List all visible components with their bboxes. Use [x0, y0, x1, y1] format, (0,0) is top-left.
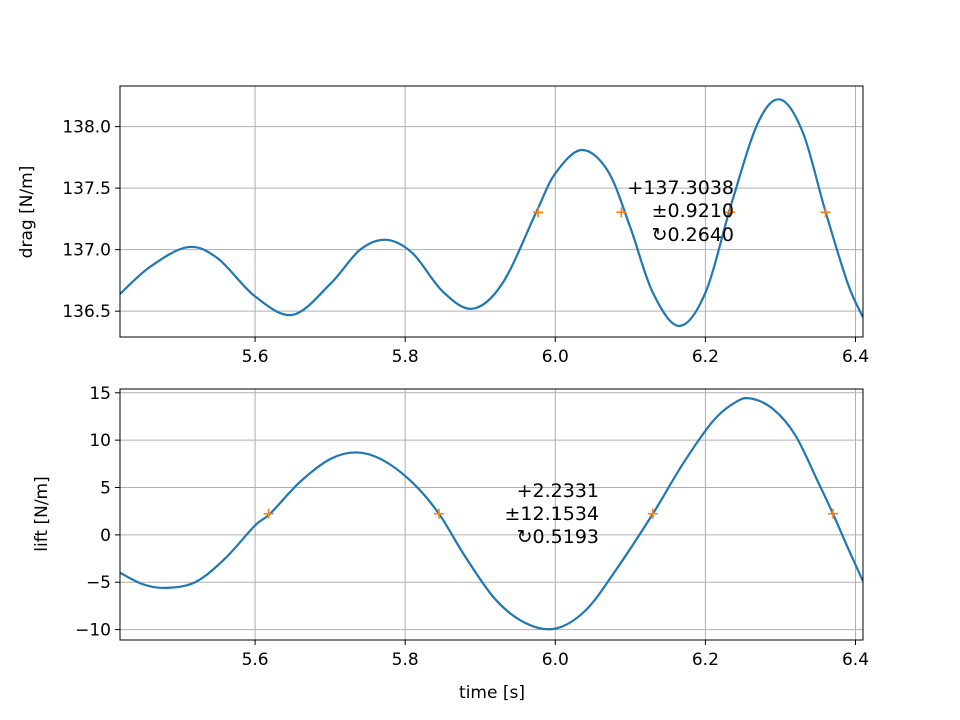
- drag-xtick-label: 6.4: [842, 347, 869, 367]
- lift-annotation-mean: +2.2331: [517, 480, 599, 502]
- drag-ytick-label: 138.0: [62, 118, 111, 138]
- drag-crossing-marker: [725, 207, 736, 218]
- drag-grid: [120, 86, 863, 337]
- drag-xtick-label: 6.2: [692, 347, 719, 367]
- lift-xtick-label: 6.0: [542, 650, 569, 670]
- lift-ytick-label: −5: [86, 573, 111, 593]
- lift-grid: [120, 389, 863, 640]
- lift-plot: [120, 396, 863, 631]
- lift-ytick-label: 15: [89, 384, 111, 404]
- drag-ytick-label: 137.0: [62, 241, 111, 261]
- lift-xtick-label: 6.2: [692, 650, 719, 670]
- lift-xtick-label: 5.6: [242, 650, 269, 670]
- lift-ylabel: lift [N/m]: [32, 476, 52, 551]
- drag-annotation-amplitude: ±0.9210: [652, 200, 734, 222]
- drag-crossing-marker: [820, 207, 831, 218]
- lift-ticks: 5.6 5.8 6.0 6.2 6.4 −10 −5 0 5 10 15: [75, 384, 869, 670]
- drag-annotation-period: ↻0.2640: [652, 224, 734, 246]
- lift-annotation-period: ↻0.5193: [517, 526, 599, 548]
- drag-xtick-label: 5.8: [392, 347, 419, 367]
- lift-ytick-label: 10: [89, 431, 111, 451]
- drag-xtick-label: 6.0: [542, 347, 569, 367]
- lift-xtick-label: 6.4: [842, 650, 869, 670]
- lift-crossing-marker: [263, 508, 274, 519]
- lift-crossing-marker: [647, 508, 658, 519]
- lift-series-line: [120, 396, 863, 631]
- lift-axes-frame: [119, 388, 864, 641]
- drag-panel: 5.6 5.8 6.0 6.2 6.4 136.5 137.0 137.5 138.0 drag…: [17, 85, 869, 367]
- lift-crossing-marker: [433, 508, 444, 519]
- drag-ytick-label: 137.5: [62, 179, 111, 199]
- drag-annotation-mean: +137.3038: [627, 177, 734, 199]
- lift-xtick-label: 5.8: [392, 650, 419, 670]
- lift-ytick-label: −10: [75, 621, 111, 641]
- drag-crossing-marker: [533, 207, 544, 218]
- drag-ylabel: drag [N/m]: [17, 166, 37, 259]
- lift-ytick-label: 5: [100, 479, 111, 499]
- drag-ytick-label: 136.5: [62, 302, 111, 322]
- lift-crossing-marker: [827, 508, 838, 519]
- lift-ytick-label: 0: [100, 526, 111, 546]
- lift-annotation-amplitude: ±12.1534: [505, 503, 600, 525]
- drag-xtick-label: 5.6: [242, 347, 269, 367]
- drag-ticks: 5.6 5.8 6.0 6.2 6.4 136.5 137.0 137.5 138.0: [62, 118, 869, 367]
- lift-xlabel: time [s]: [459, 683, 525, 703]
- lift-panel: 5.6 5.8 6.0 6.2 6.4 −10 −5 0 5 10 15 lift [N/m] ti…: [32, 384, 869, 703]
- drag-series-line: [120, 98, 863, 328]
- drag-crossing-marker: [616, 207, 627, 218]
- drag-axes-frame: [119, 85, 864, 338]
- drag-plot: [120, 98, 863, 328]
